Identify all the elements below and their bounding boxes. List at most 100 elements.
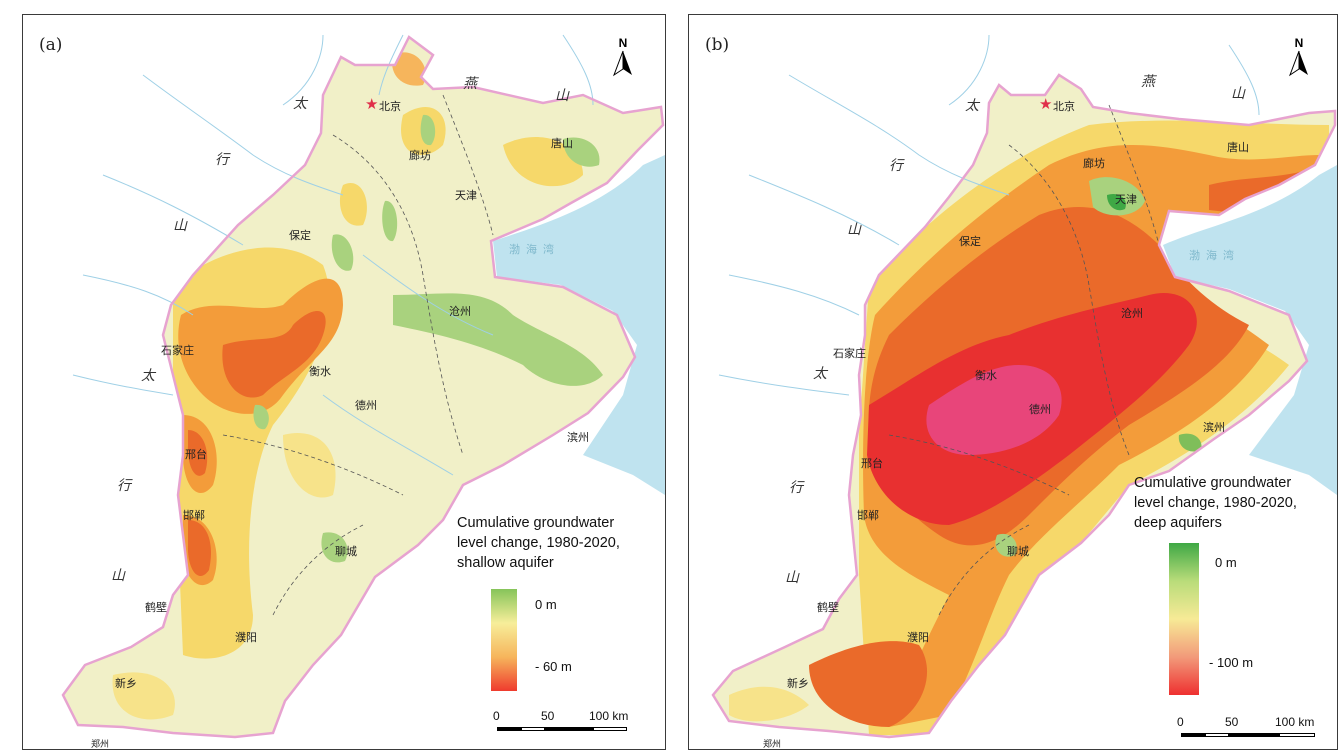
mountain-shan-middle: 山 bbox=[847, 222, 861, 238]
place-cangzhou: 沧州 bbox=[449, 305, 471, 318]
place-tangshan: 唐山 bbox=[551, 137, 573, 150]
legend-title-line: Cumulative groundwater bbox=[1134, 475, 1292, 491]
place-puyang: 濮阳 bbox=[907, 631, 929, 644]
legend-color-bar-a bbox=[491, 589, 517, 691]
place-shijiazhuang: 石家庄 bbox=[833, 347, 866, 360]
map-panel-b: (b) N ★ 北京 廊坊 唐山 天津 保定 沧州 石家庄 衡水 德州 滨州 邢… bbox=[688, 14, 1338, 750]
place-beijing: 北京 bbox=[379, 100, 401, 113]
map-b-graphic bbox=[711, 34, 1337, 739]
place-hengshui: 衡水 bbox=[309, 365, 331, 378]
legend-title-a: Cumulative groundwater level change, 198… bbox=[457, 513, 620, 573]
place-langfang: 廊坊 bbox=[409, 149, 431, 162]
rivers-a bbox=[72, 34, 594, 476]
place-hebi: 鹤壁 bbox=[145, 601, 167, 614]
scale-bar-segment bbox=[1229, 733, 1279, 737]
scale-label-0-b: 0 bbox=[1177, 715, 1184, 729]
legend-top-label-a: 0 m bbox=[535, 597, 557, 612]
legend-title-line: shallow aquifer bbox=[457, 555, 554, 571]
mountain-shan-middle: 山 bbox=[173, 218, 187, 234]
place-dezhou: 德州 bbox=[1029, 403, 1051, 416]
mountain-shan-south: 山 bbox=[785, 570, 799, 586]
place-dezhou: 德州 bbox=[355, 399, 377, 412]
legend-bottom-label-a: - 60 m bbox=[535, 659, 572, 674]
mountain-hang-south: 行 bbox=[117, 478, 131, 494]
place-tianjin: 天津 bbox=[455, 189, 477, 202]
scale-bar-segment bbox=[593, 727, 627, 731]
bohai-sea-area-a bbox=[493, 155, 665, 495]
place-zhengzhou: 郑州 bbox=[91, 740, 110, 750]
mountain-hang-north: 行 bbox=[889, 158, 903, 174]
place-tangshan: 唐山 bbox=[1227, 141, 1249, 154]
scale-label-0-a: 0 bbox=[493, 709, 500, 723]
scale-bar-segment bbox=[497, 727, 521, 731]
mountain-shan-south: 山 bbox=[111, 568, 125, 584]
place-liaocheng: 聊城 bbox=[1007, 545, 1029, 558]
legend-color-bar-b bbox=[1169, 543, 1199, 695]
mountain-tai-north: 太 bbox=[965, 98, 979, 114]
legend-title-line: deep aquifers bbox=[1134, 515, 1222, 531]
legend-top-label-b: 0 m bbox=[1215, 555, 1237, 570]
mountain-shan-north: 山 bbox=[555, 88, 569, 104]
deep-change-zones bbox=[729, 120, 1329, 736]
mountain-yan: 燕 bbox=[463, 76, 477, 92]
place-baoding: 保定 bbox=[959, 235, 981, 248]
scale-label-100-b: 100 km bbox=[1275, 715, 1315, 729]
shallow-change-zones bbox=[112, 52, 603, 720]
place-hengshui: 衡水 bbox=[975, 369, 997, 382]
capital-star-icon: ★ bbox=[1039, 95, 1053, 113]
rivers-b bbox=[718, 34, 1260, 396]
scale-bar-segment bbox=[1205, 733, 1229, 737]
mountain-yan: 燕 bbox=[1141, 74, 1155, 90]
legend-bottom-label-b: - 100 m bbox=[1209, 655, 1254, 670]
place-xingtai: 邢台 bbox=[861, 457, 883, 470]
mountain-hang-south: 行 bbox=[789, 480, 803, 496]
mountain-tai-south: 太 bbox=[141, 368, 155, 384]
mountain-tai-north: 太 bbox=[293, 96, 307, 112]
scale-bar-segment bbox=[1181, 733, 1205, 737]
mountain-hang-north: 行 bbox=[215, 152, 229, 168]
place-tianjin: 天津 bbox=[1115, 193, 1137, 206]
legend-title-line: level change, 1980-2020, bbox=[457, 535, 620, 551]
place-shijiazhuang: 石家庄 bbox=[161, 344, 194, 357]
north-arrow-label: N bbox=[618, 36, 628, 50]
north-arrow-a: N bbox=[606, 37, 640, 49]
place-handan: 邯郸 bbox=[857, 509, 879, 522]
panel-b-label: (b) bbox=[705, 35, 730, 55]
mountain-tai-south: 太 bbox=[813, 366, 827, 382]
mountain-shan-north: 山 bbox=[1231, 86, 1245, 102]
scale-bar-segment bbox=[521, 727, 545, 731]
admin-boundaries-a bbox=[222, 94, 494, 616]
place-baoding: 保定 bbox=[289, 229, 311, 242]
place-xinxiang: 新乡 bbox=[787, 677, 809, 690]
place-puyang: 濮阳 bbox=[235, 631, 257, 644]
sea-label-a: 渤海湾 bbox=[509, 243, 560, 256]
place-zhengzhou: 郑州 bbox=[763, 740, 782, 750]
legend-title-line: Cumulative groundwater bbox=[457, 515, 615, 531]
place-beijing: 北京 bbox=[1053, 100, 1075, 113]
scale-label-100-a: 100 km bbox=[589, 709, 629, 723]
place-binzhou: 滨州 bbox=[1203, 421, 1225, 434]
scale-label-50-a: 50 bbox=[541, 709, 555, 723]
region-border-b bbox=[711, 73, 1337, 739]
map-panel-a: (a) N ★ 北京 廊坊 唐山 天津 保定 沧州 石家庄 衡水 德州 滨州 邢… bbox=[22, 14, 666, 750]
scale-bar-segment bbox=[545, 727, 593, 731]
north-arrow-b: N bbox=[1282, 37, 1316, 49]
map-a-graphic bbox=[61, 34, 665, 739]
admin-boundaries-b bbox=[888, 104, 1160, 616]
place-handan: 邯郸 bbox=[183, 509, 205, 522]
place-langfang: 廊坊 bbox=[1083, 157, 1105, 170]
north-arrow-label: N bbox=[1294, 36, 1304, 50]
capital-star-icon: ★ bbox=[365, 95, 379, 113]
place-hebi: 鹤壁 bbox=[817, 601, 839, 614]
legend-title-line: level change, 1980-2020, bbox=[1134, 495, 1297, 511]
panel-a-label: (a) bbox=[39, 35, 63, 55]
place-binzhou: 滨州 bbox=[567, 431, 589, 444]
sea-label-b: 渤海湾 bbox=[1189, 249, 1240, 262]
scale-bar-segment bbox=[1279, 733, 1315, 737]
scale-label-50-b: 50 bbox=[1225, 715, 1239, 729]
place-xingtai: 邢台 bbox=[185, 448, 207, 461]
place-liaocheng: 聊城 bbox=[335, 545, 357, 558]
region-border-a bbox=[61, 35, 665, 739]
legend-title-b: Cumulative groundwater level change, 198… bbox=[1134, 473, 1297, 533]
place-xinxiang: 新乡 bbox=[115, 677, 137, 690]
